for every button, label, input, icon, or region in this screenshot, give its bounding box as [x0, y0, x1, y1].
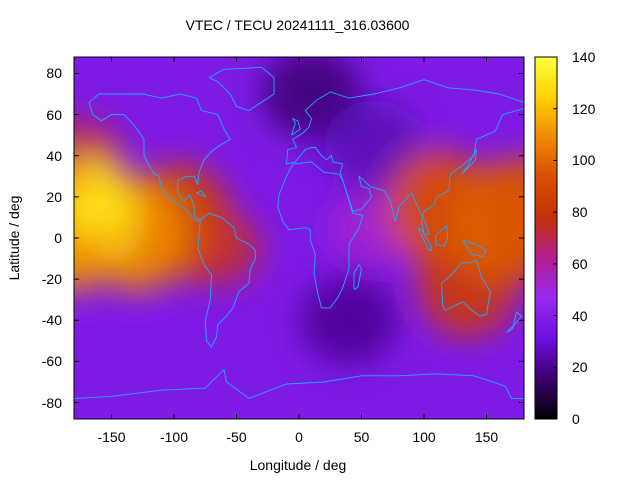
x-tick-label: -100 — [159, 429, 189, 445]
colorbar-tick-label: 80 — [572, 204, 588, 221]
y-tick-label: 40 — [46, 147, 62, 164]
coastline — [434, 224, 449, 247]
coastline — [88, 93, 231, 223]
chart-title: VTEC / TECU 20241111_316.03600 — [185, 17, 410, 33]
colorbar-tick-label: 140 — [572, 49, 596, 65]
coastline — [461, 149, 477, 175]
tec-blob — [324, 100, 424, 191]
x-tick-label: 150 — [474, 429, 499, 445]
y-tick-label: -60 — [41, 353, 62, 370]
colorbar-ticks — [553, 56, 557, 420]
heatmap-blobs — [74, 57, 524, 366]
coastline — [208, 66, 275, 111]
coastline — [291, 117, 301, 136]
coastline — [353, 263, 362, 290]
coastline — [286, 79, 524, 235]
colorbar — [534, 56, 558, 420]
tec-blob — [74, 180, 109, 238]
y-tick-label: 60 — [46, 106, 62, 123]
coastline — [277, 161, 364, 309]
coastline — [74, 368, 524, 399]
coastline — [506, 311, 523, 333]
axis-ticks — [74, 57, 524, 419]
coastline — [197, 212, 256, 348]
tec-blob — [486, 155, 524, 280]
coastline — [196, 190, 207, 198]
x-tick-label: -50 — [226, 429, 247, 445]
colorbar-tick-label: 0 — [572, 411, 580, 427]
y-tick-label: 0 — [54, 230, 62, 246]
coastline-overlay — [74, 66, 524, 399]
x-axis-label: Longitude / deg — [249, 457, 347, 473]
x-tick-label: -150 — [97, 429, 126, 445]
colorbar-tick-label: 60 — [572, 255, 588, 272]
tec-blob — [299, 275, 399, 366]
x-tick-label: 50 — [353, 429, 370, 445]
colorbar-tick-label: 40 — [572, 307, 588, 324]
colorbar-tick-label: 20 — [572, 359, 588, 376]
colorbar-tick-label: 100 — [572, 152, 596, 169]
tec-heatmap — [74, 57, 524, 419]
y-tick-label: -80 — [41, 394, 62, 411]
coastline — [441, 260, 491, 317]
coastline — [462, 239, 488, 257]
y-tick-label: -40 — [41, 312, 62, 329]
y-tick-label: -20 — [41, 271, 62, 288]
x-tick-label: 0 — [295, 429, 303, 445]
coastline — [417, 227, 433, 251]
colorbar-tick-label: 120 — [572, 100, 596, 117]
x-tick-label: 100 — [412, 429, 436, 445]
y-tick-label: 20 — [46, 188, 62, 205]
y-tick-label: 80 — [46, 65, 62, 82]
